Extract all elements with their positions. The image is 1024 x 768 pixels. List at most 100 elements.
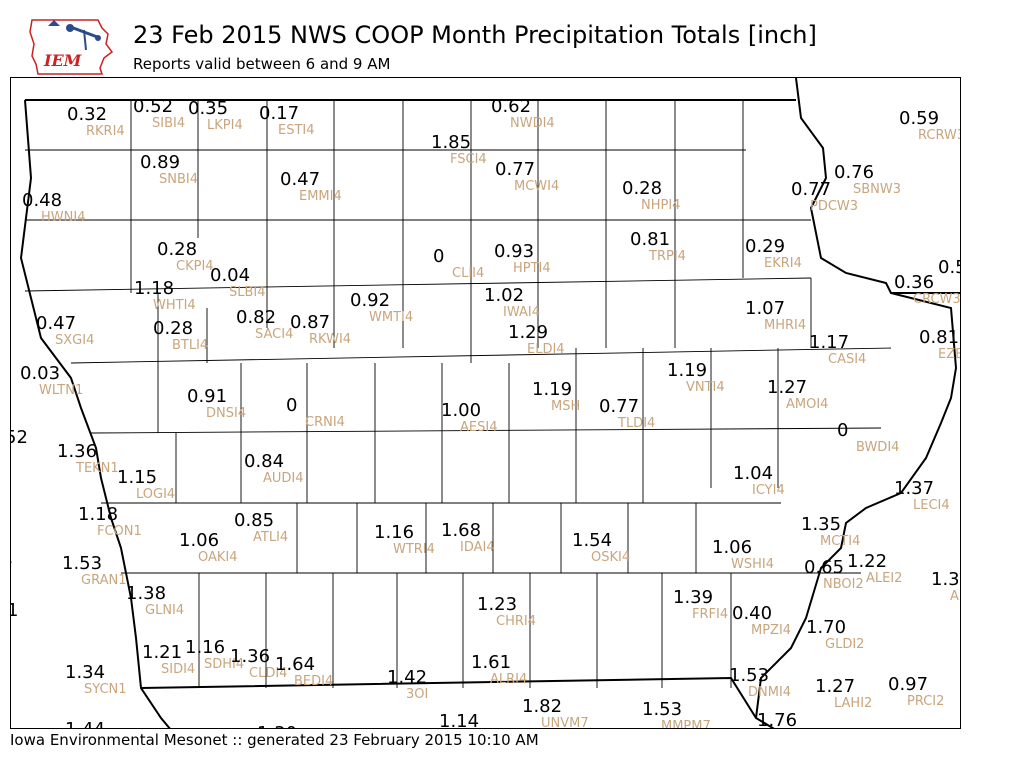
precip-value: 1.64: [275, 654, 316, 675]
station-marker: 1.36 TEKN1: [57, 443, 119, 476]
station-marker: 1.39 FRFI4: [673, 587, 729, 622]
precip-value: 1.39: [673, 587, 714, 608]
station-id: EMMI4: [299, 189, 342, 204]
station-id: GRAN1: [81, 573, 127, 588]
missouri-river: [19, 99, 171, 728]
station-marker: 0.59 RCRW3: [899, 110, 960, 143]
precip-value: 0.77: [599, 396, 640, 417]
precip-value: 1.85: [431, 132, 472, 153]
station-marker: 1.70 GLDI2: [806, 619, 864, 652]
precip-value: 1.21: [142, 642, 183, 663]
precip-value: 0.76: [834, 162, 875, 183]
station-marker: 1.54 OSKI4: [572, 532, 630, 565]
precip-value: 1.34: [65, 662, 106, 683]
map-subtitle: Reports valid between 6 and 9 AM: [133, 55, 391, 73]
precip-value: 0.29: [745, 236, 786, 257]
station-id: CRNI4: [305, 415, 345, 430]
precip-value: 0.84: [244, 451, 285, 472]
station-id: EZB: [938, 347, 960, 362]
station-marker: 0.82 SACI4: [236, 309, 294, 342]
precip-value: 0.32: [67, 104, 108, 125]
station-id: A: [950, 589, 959, 604]
precip-value: 0.91: [187, 386, 228, 407]
precip-value: 0.81: [919, 327, 960, 348]
station-id: UNVM7: [541, 716, 589, 729]
station-id: PDCW3: [810, 199, 859, 214]
station-id: RKRI4: [86, 124, 125, 139]
station-marker: 1.3 A: [931, 571, 960, 604]
station-marker: 1.19 MSH: [532, 379, 580, 414]
station-marker: 0.77 PDCW3: [791, 179, 859, 214]
precip-value: 1.14: [439, 711, 480, 729]
precip-value: 1.42: [387, 667, 428, 688]
station-id: NWDI4: [510, 116, 555, 131]
precip-value: 1.23: [477, 594, 518, 615]
precip-value: 0: [286, 395, 298, 416]
station-id: CLII4: [452, 266, 485, 281]
station-id: LOGI4: [136, 487, 176, 502]
station-marker: 0.77 TLDI4: [599, 396, 655, 431]
footer-credit: Iowa Environmental Mesonet :: generated …: [10, 731, 539, 749]
station-marker: 0.85 ATLI4: [234, 510, 289, 545]
precip-value: 0.36: [894, 272, 935, 293]
station-id: SYCN1: [84, 682, 127, 697]
station-id: NBOI2: [823, 577, 864, 592]
station-id: BEDI4: [294, 674, 334, 689]
precip-value: 0.28: [622, 178, 663, 199]
station-marker: 1.82 UNVM7: [522, 698, 589, 729]
station-id: SIBI4: [152, 116, 186, 131]
weather-station-icon: [48, 20, 101, 51]
precip-value: 1.35: [801, 514, 842, 535]
station-marker: 1.27 AMOI4: [767, 379, 828, 412]
precip-value: 0.93: [494, 241, 535, 262]
station-marker: 0.93 HPTI4: [494, 241, 551, 276]
station-id: CHRI4: [496, 614, 536, 629]
precip-value: 0.40: [732, 603, 773, 624]
precip-value: 0.77: [791, 179, 832, 200]
precip-value: 0.92: [350, 290, 391, 311]
precip-value: 0.85: [234, 510, 275, 531]
precip-value: 0: [837, 420, 849, 441]
precip-value: 0.5: [938, 257, 960, 278]
station-marker: 0.35 LKPI4: [188, 100, 243, 133]
station-marker: 0.52 SIBI4: [133, 96, 186, 131]
precip-value: 1.53: [642, 699, 683, 720]
station-id: OAKI4: [198, 550, 238, 565]
station-id: ICYI4: [752, 483, 785, 498]
station-marker: 1.64 BEDI4: [275, 654, 334, 689]
station-marker: 1.53 DNMI4: [729, 667, 792, 700]
mississippi-river: [754, 78, 958, 728]
station-id: IWAI4: [503, 305, 540, 320]
precip-value: 1.44: [65, 721, 105, 729]
precip-value: 0.52: [133, 96, 174, 117]
station-id: SNBI4: [159, 172, 198, 187]
station-id: CRCW3: [913, 292, 961, 307]
station-id: WSHI4: [731, 557, 774, 572]
station-id: FRFI4: [692, 607, 729, 622]
logo-text: IEM: [43, 51, 83, 70]
station-id: ELDI4: [527, 342, 565, 357]
station-id: DNMI4: [748, 685, 792, 700]
station-marker: 0.32 RKRI4: [67, 104, 125, 139]
station-id: SIDI4: [161, 662, 196, 677]
station-marker: 1.16 WTRI4: [374, 524, 435, 557]
precip-value: 1.16: [185, 637, 226, 658]
station-marker: 1: [11, 602, 18, 620]
station-marker: 4: [11, 552, 12, 570]
station-marker: 1.38 GLNI4: [126, 585, 184, 618]
station-marker: 1.53 MMPM7: [642, 701, 711, 729]
station-marker: 1.29 ELDI4: [508, 324, 565, 357]
precip-value: 1.61: [471, 652, 512, 673]
precip-value: 1.07: [745, 298, 786, 319]
precip-value: 0.17: [259, 103, 300, 124]
station-marker: 0.65 NBOI2: [804, 559, 864, 592]
precip-value: 1.19: [532, 379, 573, 400]
station-id: WMTI4: [369, 310, 414, 325]
station-id: SACI4: [255, 327, 294, 342]
station-id: ATLI4: [253, 530, 289, 545]
station-id: BTLI4: [172, 338, 209, 353]
precip-value: 4: [11, 552, 12, 570]
station-marker: 1.14: [439, 713, 479, 729]
precip-value: 1.36: [230, 646, 271, 667]
station-marker: 0.89 SNBI4: [140, 154, 198, 187]
